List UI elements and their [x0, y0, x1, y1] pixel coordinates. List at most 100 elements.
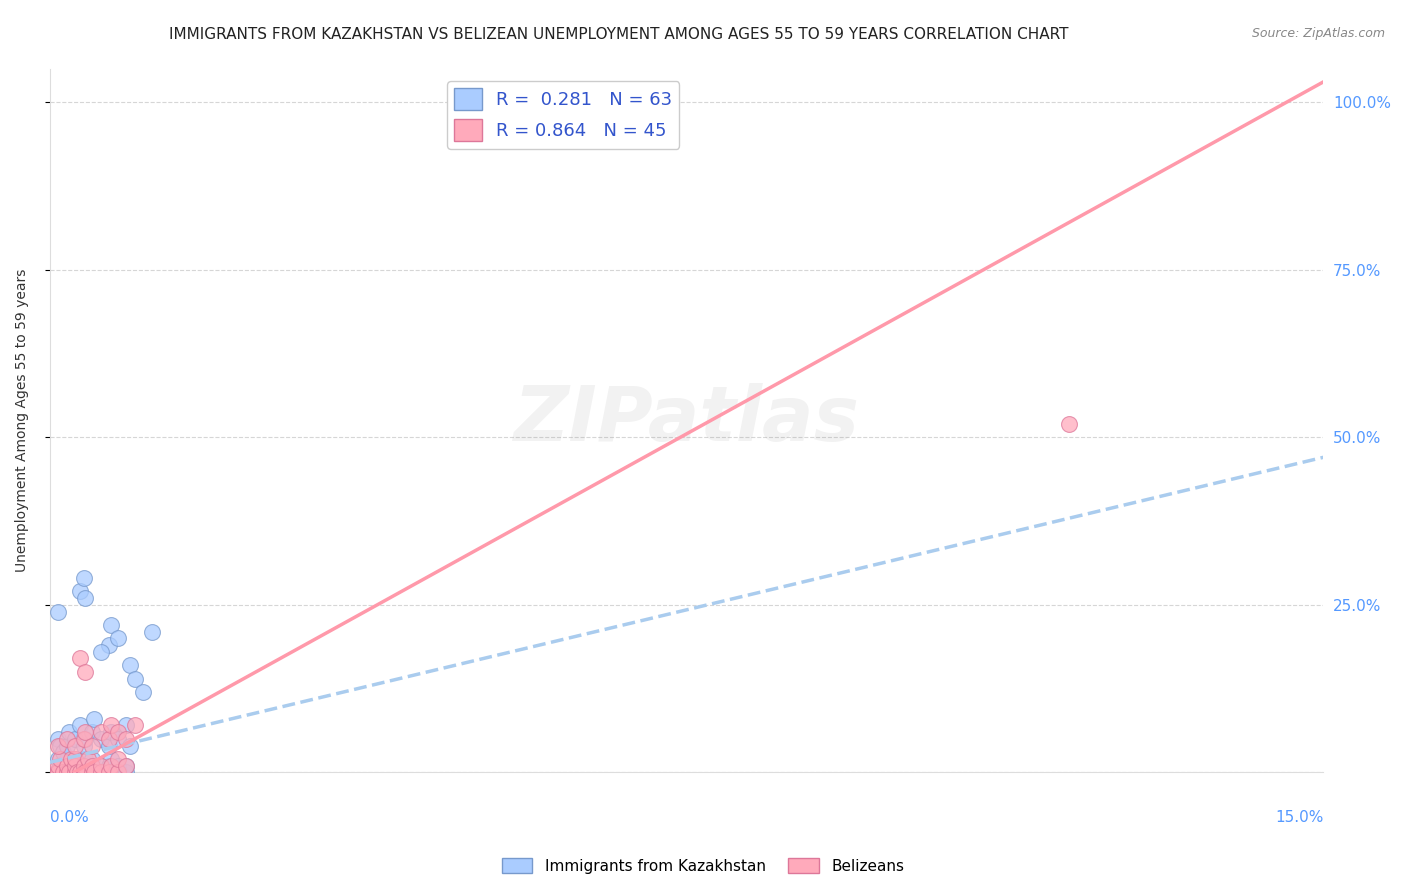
Point: [100, 618, 122, 632]
Point: [75, 725, 97, 739]
Point: [75, 591, 97, 606]
Text: Source: ZipAtlas.com: Source: ZipAtlas.com: [1251, 27, 1385, 40]
Point: [90, 725, 112, 739]
Point: [98, 739, 121, 753]
Point: [46, 739, 69, 753]
Point: [66, 765, 89, 780]
Point: [45, 765, 67, 780]
Point: [98, 758, 121, 772]
Point: [141, 624, 163, 639]
Point: [100, 752, 122, 766]
Point: [82, 752, 104, 766]
Point: [73, 765, 96, 780]
Point: [46, 758, 69, 772]
Point: [90, 645, 112, 659]
Point: [100, 758, 122, 772]
Point: [52, 765, 75, 780]
Point: [58, 765, 80, 780]
Point: [69, 651, 91, 665]
Point: [107, 758, 129, 772]
Point: [120, 739, 142, 753]
Point: [69, 765, 91, 780]
Point: [65, 739, 87, 753]
Point: [75, 731, 97, 746]
Point: [73, 731, 96, 746]
Point: [75, 752, 97, 766]
Point: [56, 731, 79, 746]
Point: [56, 765, 79, 780]
Point: [591, 95, 613, 109]
Point: [107, 752, 129, 766]
Point: [82, 758, 104, 772]
Point: [75, 665, 97, 679]
Point: [73, 765, 96, 780]
Point: [56, 758, 79, 772]
Point: [45, 765, 67, 780]
Point: [69, 718, 91, 732]
Point: [56, 765, 79, 780]
Point: [90, 758, 112, 772]
Point: [616, 95, 638, 109]
Point: [65, 765, 87, 780]
Point: [115, 758, 138, 772]
Point: [107, 765, 129, 780]
Point: [73, 739, 96, 753]
Point: [82, 765, 104, 780]
Point: [73, 571, 96, 585]
Point: [65, 752, 87, 766]
Point: [65, 752, 87, 766]
Legend: Immigrants from Kazakhstan, Belizeans: Immigrants from Kazakhstan, Belizeans: [496, 852, 910, 880]
Point: [46, 605, 69, 619]
Point: [46, 752, 69, 766]
Point: [124, 672, 146, 686]
Point: [120, 658, 142, 673]
Point: [65, 731, 87, 746]
Point: [73, 758, 96, 772]
Point: [46, 731, 69, 746]
Point: [108, 765, 131, 780]
Legend: R =  0.281   N = 63, R = 0.864   N = 45: R = 0.281 N = 63, R = 0.864 N = 45: [447, 81, 679, 149]
Point: [82, 739, 104, 753]
Point: [90, 731, 112, 746]
Point: [98, 638, 121, 652]
Point: [115, 765, 138, 780]
Point: [83, 765, 105, 780]
Point: [98, 765, 121, 780]
Point: [49, 739, 72, 753]
Point: [98, 731, 121, 746]
Point: [83, 765, 105, 780]
Point: [115, 718, 138, 732]
Point: [58, 725, 80, 739]
Point: [60, 752, 83, 766]
Text: ZIPatlas: ZIPatlas: [513, 384, 859, 458]
Point: [66, 765, 89, 780]
Point: [82, 725, 104, 739]
Text: 0.0%: 0.0%: [49, 810, 89, 825]
Point: [100, 725, 122, 739]
Y-axis label: Unemployment Among Ages 55 to 59 years: Unemployment Among Ages 55 to 59 years: [15, 268, 30, 572]
Point: [75, 765, 97, 780]
Point: [69, 765, 91, 780]
Point: [107, 632, 129, 646]
Point: [90, 765, 112, 780]
Point: [46, 765, 69, 780]
Point: [100, 718, 122, 732]
Point: [69, 584, 91, 599]
Point: [115, 758, 138, 772]
Point: [52, 765, 75, 780]
Point: [91, 765, 114, 780]
Point: [65, 758, 87, 772]
Point: [60, 765, 83, 780]
Point: [124, 718, 146, 732]
Point: [1057, 417, 1080, 431]
Point: [98, 765, 121, 780]
Point: [73, 758, 96, 772]
Point: [56, 752, 79, 766]
Point: [77, 752, 100, 766]
Point: [49, 758, 72, 772]
Point: [115, 731, 138, 746]
Point: [52, 745, 75, 759]
Point: [90, 765, 112, 780]
Point: [107, 725, 129, 739]
Point: [77, 765, 100, 780]
